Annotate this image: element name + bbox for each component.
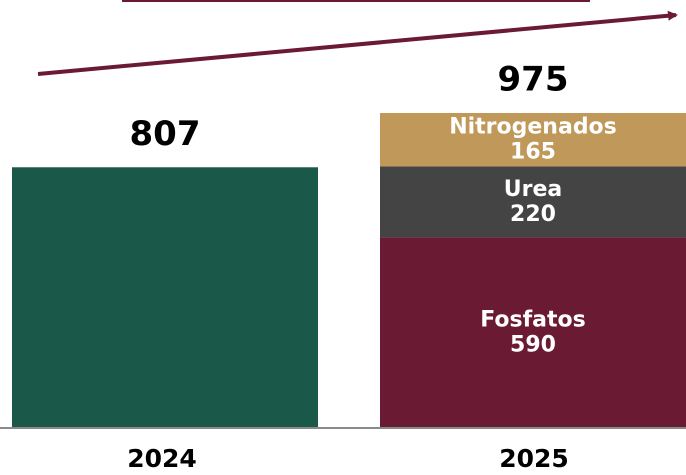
segment-value: 220 <box>510 202 556 227</box>
x-tick-label: 2024 <box>127 444 197 473</box>
growth-arrow <box>37 10 678 76</box>
segment-name: Fosfatos <box>480 308 586 333</box>
segment-value: 165 <box>510 140 556 165</box>
bar-segment <box>380 237 686 428</box>
bar-segment <box>380 113 686 167</box>
bar-segment <box>380 166 686 238</box>
segment-value: 590 <box>510 333 556 358</box>
x-tick-label: 2025 <box>499 444 569 473</box>
total-label: 975 <box>498 60 569 100</box>
bar-segment <box>12 167 318 428</box>
total-label: 807 <box>130 114 201 154</box>
segment-name: Urea <box>504 177 562 202</box>
segment-name: Nitrogenados <box>449 115 617 140</box>
